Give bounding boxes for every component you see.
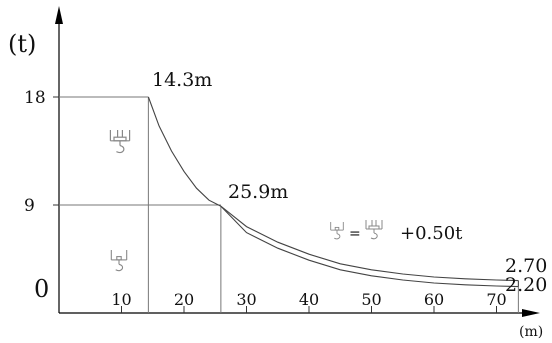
radius-label-14-3m: 14.3m bbox=[152, 69, 212, 91]
y-tick-label: 18 bbox=[24, 88, 46, 108]
guide-lines bbox=[59, 96, 519, 313]
end-value-label-main: 2.70 bbox=[505, 255, 547, 277]
x-tick-label: 70 bbox=[486, 290, 506, 309]
x-axis-arrow bbox=[522, 309, 540, 317]
x-tick-label: 20 bbox=[174, 290, 194, 309]
x-ticks: 10 20 30 40 50 60 70 bbox=[111, 290, 507, 313]
curve-layer bbox=[147, 96, 519, 288]
single-hook-icon bbox=[110, 250, 128, 272]
y-tick-label: 9 bbox=[24, 196, 35, 216]
legend-capacity-note: +0.50t bbox=[400, 223, 463, 244]
x-tick-label: 60 bbox=[424, 290, 444, 309]
radius-label-25-9m: 25.9m bbox=[228, 181, 288, 203]
end-value-label-aux: 2.20 bbox=[505, 274, 547, 296]
y-axis-arrow bbox=[55, 6, 63, 24]
y-tick-label-0: 0 bbox=[34, 275, 49, 303]
legend-four-sheave-hook-icon bbox=[365, 220, 383, 240]
x-axis-label: (m) bbox=[519, 324, 543, 340]
label-layer: 14.3m 25.9m 2.702.20 bbox=[152, 69, 547, 296]
x-tick-label: 40 bbox=[299, 290, 319, 309]
x-tick-label: 30 bbox=[236, 290, 256, 309]
legend-equals-sign: = bbox=[349, 226, 361, 242]
y-axis-label: (t) bbox=[8, 30, 36, 58]
four-sheave-hook-icon bbox=[109, 130, 131, 154]
capacity-curve-auxiliary bbox=[220, 205, 519, 288]
legend-single-hook-icon bbox=[330, 222, 344, 240]
x-tick-label: 10 bbox=[111, 290, 131, 309]
capacity-curve-main bbox=[147, 96, 519, 282]
x-tick-label: 50 bbox=[361, 290, 381, 309]
